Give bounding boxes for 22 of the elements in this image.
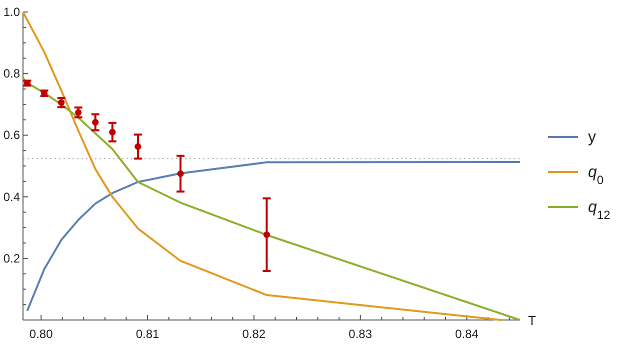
line-series xyxy=(26,160,521,312)
y-tick-label: 0.8 xyxy=(3,66,20,81)
legend-label: y xyxy=(588,129,596,146)
y-tick-label: 0.2 xyxy=(3,251,20,266)
point xyxy=(134,143,142,150)
y-tick-label: 0.6 xyxy=(3,128,20,142)
point xyxy=(92,118,99,126)
x-tick-label: 0.83 xyxy=(348,327,372,341)
x-axis-title: T xyxy=(528,313,536,328)
x-tick-label: 0.80 xyxy=(29,327,54,341)
point xyxy=(109,128,116,136)
point xyxy=(75,109,82,116)
x-tick-label: 0.84 xyxy=(455,327,479,341)
legend-label: q$_{12}$ xyxy=(588,199,611,222)
point xyxy=(177,170,184,177)
x-tick-label: 0.81 xyxy=(136,327,160,341)
y-tick-label: 1.0 xyxy=(3,5,20,19)
y-tick-label: 0.4 xyxy=(3,190,20,204)
point xyxy=(58,99,65,106)
point xyxy=(263,231,270,238)
legend-label: q$_{0}$ xyxy=(588,164,604,187)
x-tick-label: 0.82 xyxy=(242,327,266,341)
